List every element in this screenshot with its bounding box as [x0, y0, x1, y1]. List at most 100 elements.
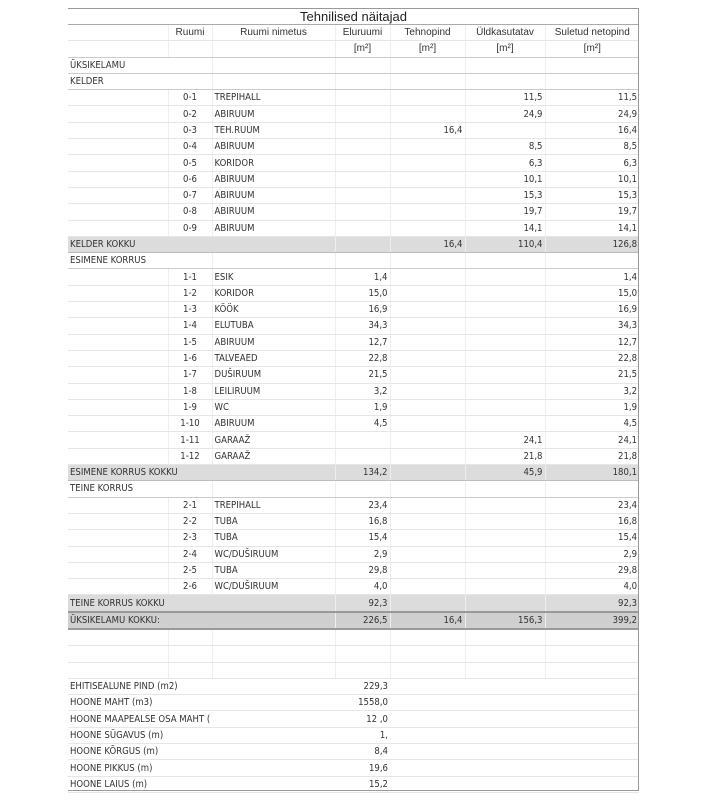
eluruumi-value: 1,9: [334, 399, 390, 417]
empty-cell: [68, 203, 168, 221]
empty-cell: [389, 662, 465, 679]
total-row: KELDER KOKKU 16,4 110,4 126,8: [68, 235, 640, 254]
empty-cell: [68, 578, 168, 596]
summary-row: HOONE LAIUS (m) 15,2: [68, 776, 640, 793]
empty-row: [68, 662, 640, 679]
empty-cell: [68, 171, 168, 188]
room-number: 0-6: [167, 171, 212, 188]
table-row: 1-1 ESIK 1,4 1,4: [68, 268, 640, 286]
empty-cell: [68, 122, 168, 140]
table-row: 1-4 ELUTUBA 34,3 34,3: [68, 317, 640, 335]
table-row: 2-3 TUBA 15,4 15,4: [68, 529, 640, 547]
empty-cell: [211, 252, 335, 270]
room-number: 2-2: [167, 513, 212, 531]
tehnopind-value: [389, 546, 465, 563]
suletud-total: 126,8: [544, 235, 640, 254]
room-name: TUBA: [211, 562, 335, 580]
room-number: 2-5: [167, 562, 212, 580]
tehnopind-value: [389, 138, 465, 156]
eluruumi-value: [334, 171, 390, 188]
room-number: 1-4: [167, 317, 212, 335]
tehnopind-value: [389, 415, 465, 433]
room-name: TREPIHALL: [211, 89, 335, 107]
table-row: 0-8 ABIRUUM 19,7 19,7: [68, 203, 640, 221]
tehnopind-value: [389, 171, 465, 188]
tehnopind-value: [389, 513, 465, 531]
empty-cell: [545, 759, 640, 777]
summary-label: HOONE SÜGAVUS (m): [68, 727, 335, 745]
header-tehnopind: Tehnopind: [389, 24, 465, 42]
empty-cell: [465, 710, 545, 728]
uldkasutatav-value: [464, 285, 545, 303]
empty-cell: [68, 448, 168, 466]
empty-cell: [68, 628, 168, 647]
empty-cell: [389, 73, 465, 91]
table-row: 1-10 ABIRUUM 4,5 4,5: [68, 415, 640, 433]
empty-cell: [167, 628, 212, 647]
section-row: ÜKSIKELAMU: [68, 57, 640, 74]
empty-cell: [545, 710, 640, 728]
room-number: 1-11: [167, 431, 212, 449]
header-ruumi: Ruumi: [167, 24, 212, 42]
uldkasutatav-value: [464, 399, 545, 417]
uldkasutatav-value: 24,9: [464, 105, 545, 123]
room-number: 0-1: [167, 89, 212, 107]
section-label: KELDER: [68, 73, 212, 91]
empty-cell: [465, 694, 545, 712]
uldkasutatav-value: [464, 334, 545, 351]
table-row: 2-4 WC/DUŠIRUUM 2,9 2,9: [68, 546, 640, 563]
eluruumi-value: 22,8: [334, 350, 390, 368]
room-number: 0-5: [167, 154, 212, 172]
empty-cell: [68, 220, 168, 237]
empty-cell: [389, 57, 465, 74]
eluruumi-value: 4,5: [334, 415, 390, 433]
room-name: ABIRUUM: [211, 138, 335, 156]
empty-cell: [68, 268, 168, 286]
total-label: TEINE KORRUS KOKKU: [68, 594, 335, 613]
table-row: 1-7 DUŠIRUUM 21,5 21,5: [68, 366, 640, 384]
eluruumi-value: 12,7: [334, 334, 390, 351]
uldkasutatav-total: 110,4: [464, 235, 545, 254]
empty-cell: [545, 727, 640, 745]
uldkasutatav-value: 21,8: [464, 448, 545, 466]
unit-tehnopind: [m²]: [389, 40, 465, 58]
section-label: ÜKSIKELAMU: [68, 57, 212, 74]
tehnopind-value: [389, 334, 465, 351]
uldkasutatav-value: [464, 122, 545, 140]
eluruumi-value: [334, 138, 390, 156]
total-label: ÜKSIKELAMU KOKKU:: [68, 610, 335, 631]
empty-cell: [464, 73, 545, 91]
empty-cell: [390, 727, 465, 745]
table-row: 0-4 ABIRUUM 8,5 8,5: [68, 138, 640, 156]
eluruumi-total: [334, 235, 390, 254]
room-name: TALVEAED: [211, 350, 335, 368]
eluruumi-total: 134,2: [334, 464, 390, 482]
uldkasutatav-value: [464, 578, 545, 596]
suletud-value: 3,2: [544, 383, 640, 400]
uldkasutatav-value: [464, 366, 545, 384]
room-number: 0-9: [167, 220, 212, 237]
empty-cell: [389, 645, 465, 663]
total-row: ESIMENE KORRUS KOKKU 134,2 45,9 180,1: [68, 464, 640, 482]
room-name: LEILIRUUM: [211, 383, 335, 400]
empty-cell: [68, 645, 168, 663]
empty-cell: [211, 645, 335, 663]
uldkasutatav-value: [464, 350, 545, 368]
tehnopind-value: [389, 578, 465, 596]
room-name: TUBA: [211, 513, 335, 531]
empty-cell: [68, 497, 168, 514]
table-row: 0-9 ABIRUUM 14,1 14,1: [68, 220, 640, 237]
header-eluruumi: Eluruumi: [334, 24, 390, 42]
room-number: 1-8: [167, 383, 212, 400]
empty-cell: [211, 628, 335, 647]
empty-cell: [68, 301, 168, 319]
room-number: 1-2: [167, 285, 212, 303]
tehnopind-total: 16,4: [389, 235, 465, 254]
eluruumi-total: 226,5: [334, 610, 390, 631]
empty-cell: [211, 73, 335, 91]
empty-cell: [544, 252, 640, 270]
tehnopind-value: [389, 448, 465, 466]
suletud-value: 29,8: [544, 562, 640, 580]
empty-cell: [334, 252, 390, 270]
empty-cell: [68, 431, 168, 449]
